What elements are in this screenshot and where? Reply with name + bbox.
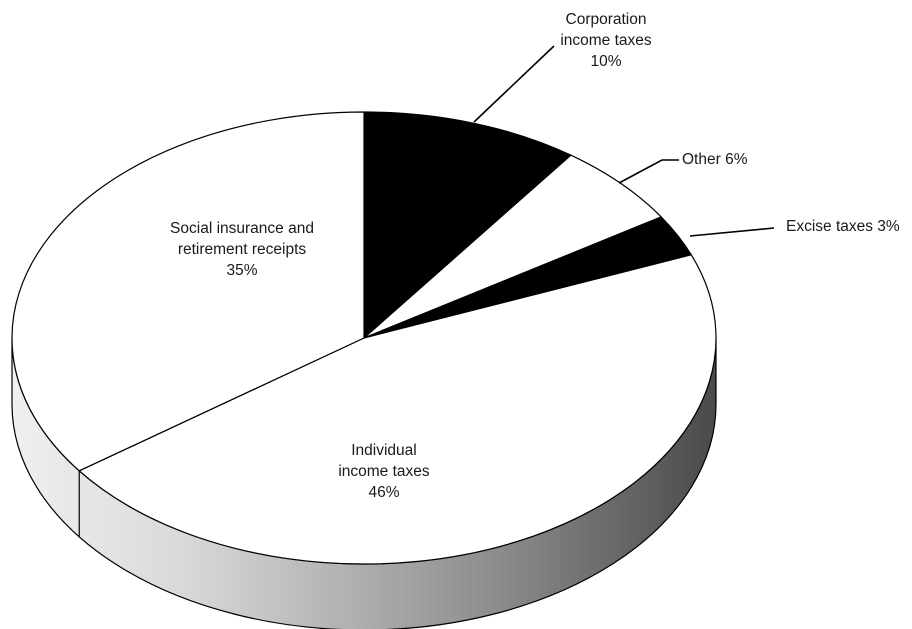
label-other: Other 6%: [682, 151, 748, 168]
label-corp: Corporation income taxes 10%: [560, 11, 652, 70]
label-individual-line-1: Individual: [351, 442, 417, 459]
slice-corp: [363, 111, 572, 339]
label-corp-line-1: Corporation: [566, 11, 647, 28]
label-corp-line-3: 10%: [590, 53, 621, 70]
leader-line-excise: [689, 227, 775, 237]
slice-social: [11, 111, 365, 472]
slice-individual: [78, 254, 717, 565]
label-excise: Excise taxes 3%: [786, 218, 900, 235]
slice-labels: Corporation income taxes 10% Other 6% Excise…: [170, 11, 900, 501]
label-individual: Individual income taxes 46%: [338, 442, 430, 501]
label-social-line-1: Social insurance and: [170, 220, 314, 237]
leader-line-other: [618, 159, 679, 184]
label-individual-line-3: 46%: [368, 484, 399, 501]
label-other-line-1: Other 6%: [682, 151, 748, 168]
leader-lines: [473, 45, 775, 237]
slice-other: [363, 154, 662, 339]
label-individual-line-2: income taxes: [338, 463, 430, 480]
label-social-line-3: 35%: [226, 262, 257, 279]
pie-slices: [11, 111, 717, 565]
label-excise-line-1: Excise taxes 3%: [786, 218, 900, 235]
label-social-line-2: retirement receipts: [178, 241, 307, 258]
label-corp-line-2: income taxes: [560, 32, 652, 49]
leader-line-corp: [473, 45, 555, 123]
label-social: Social insurance and retirement receipts 3…: [170, 220, 314, 279]
